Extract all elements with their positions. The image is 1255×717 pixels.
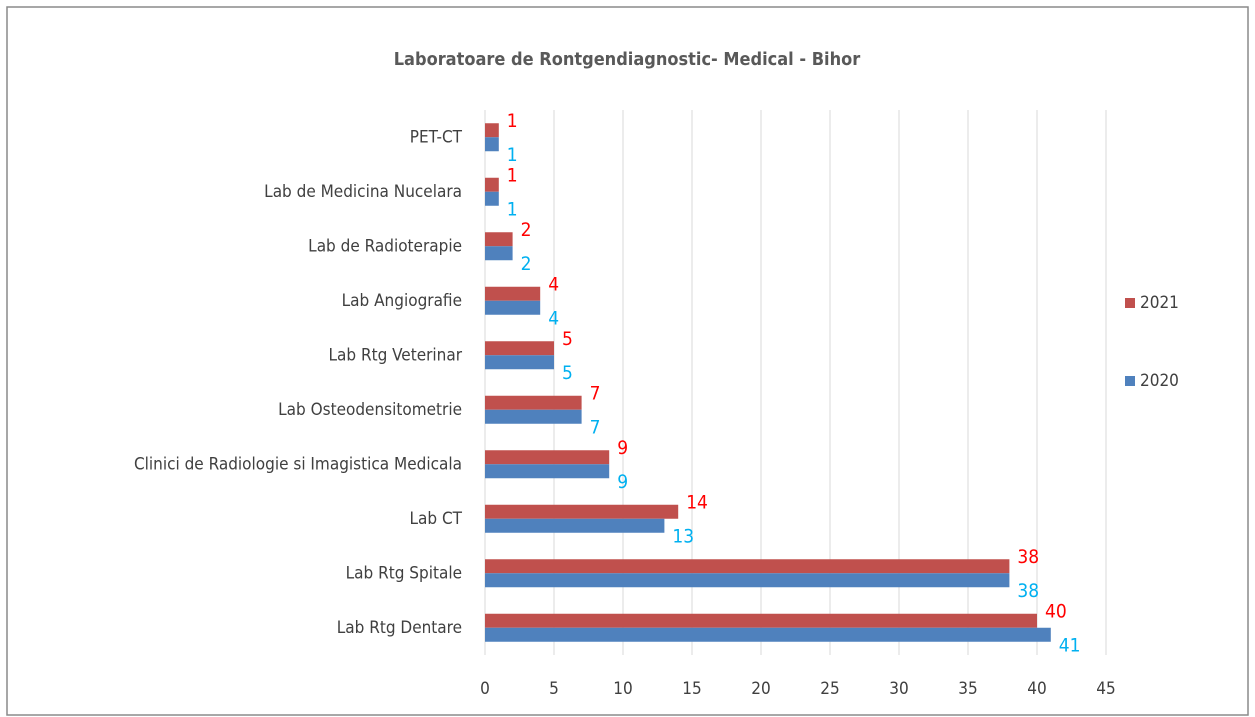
bar (485, 355, 554, 370)
data-label: 9 (617, 437, 628, 459)
data-label: 2 (521, 219, 532, 241)
y-tick-label: Lab Rtg Veterinar (329, 345, 463, 365)
chart-title: Laboratoare de Rontgendiagnostic- Medica… (394, 49, 861, 70)
bar (485, 464, 610, 479)
x-tick-label: 0 (480, 679, 490, 699)
y-tick-label: Clinici de Radiologie si Imagistica Medi… (134, 454, 462, 474)
data-label: 7 (590, 382, 601, 404)
bar (485, 573, 1010, 588)
bar (485, 627, 1051, 642)
legend-swatch (1125, 376, 1135, 386)
bar (485, 137, 499, 152)
legend-label: 2021 (1140, 293, 1179, 313)
data-label: 4 (548, 307, 559, 329)
data-label: 9 (617, 471, 628, 493)
data-label: 41 (1059, 634, 1081, 656)
bar (485, 300, 541, 315)
data-label: 2 (521, 253, 532, 275)
x-tick-label: 40 (1027, 679, 1046, 699)
y-tick-label: Lab de Radioterapie (308, 236, 462, 256)
y-tick-label: Lab Rtg Spitale (346, 563, 462, 583)
bar (485, 123, 499, 138)
data-label: 5 (562, 362, 573, 384)
data-label: 1 (507, 144, 518, 166)
y-tick-label: Lab Rtg Dentare (337, 618, 462, 638)
bar (485, 613, 1037, 628)
bar (485, 409, 582, 424)
x-tick-label: 20 (751, 679, 770, 699)
chart-frame (6, 6, 1249, 716)
y-tick-label: Lab CT (410, 509, 463, 529)
x-tick-label: 10 (613, 679, 632, 699)
data-label: 5 (562, 328, 573, 350)
bar (485, 232, 513, 247)
data-label: 1 (507, 110, 518, 132)
bar (485, 191, 499, 206)
bar (485, 559, 1010, 574)
bar (485, 341, 554, 356)
data-label: 40 (1045, 600, 1067, 622)
y-tick-label: Lab Angiografie (342, 291, 462, 311)
y-tick-label: Lab de Medicina Nucelara (264, 182, 462, 202)
bar (485, 246, 513, 261)
data-label: 4 (548, 273, 559, 295)
bar (485, 518, 665, 533)
bar (485, 395, 582, 410)
x-tick-label: 15 (682, 679, 701, 699)
y-tick-label: PET-CT (410, 127, 463, 147)
x-tick-label: 35 (958, 679, 977, 699)
data-label: 38 (1017, 546, 1039, 568)
legend-label: 2020 (1140, 371, 1179, 391)
y-tick-label: Lab Osteodensitometrie (278, 400, 462, 420)
bar (485, 286, 541, 301)
bar (485, 504, 679, 519)
bar (485, 177, 499, 192)
legend-swatch (1125, 298, 1135, 308)
data-label: 1 (507, 198, 518, 220)
bar (485, 450, 610, 465)
x-tick-label: 45 (1096, 679, 1115, 699)
x-tick-label: 30 (889, 679, 908, 699)
data-label: 13 (672, 525, 694, 547)
x-tick-label: 5 (549, 679, 559, 699)
data-label: 38 (1017, 580, 1039, 602)
data-label: 1 (507, 164, 518, 186)
data-label: 14 (686, 491, 708, 513)
data-label: 7 (590, 416, 601, 438)
x-tick-label: 25 (820, 679, 839, 699)
